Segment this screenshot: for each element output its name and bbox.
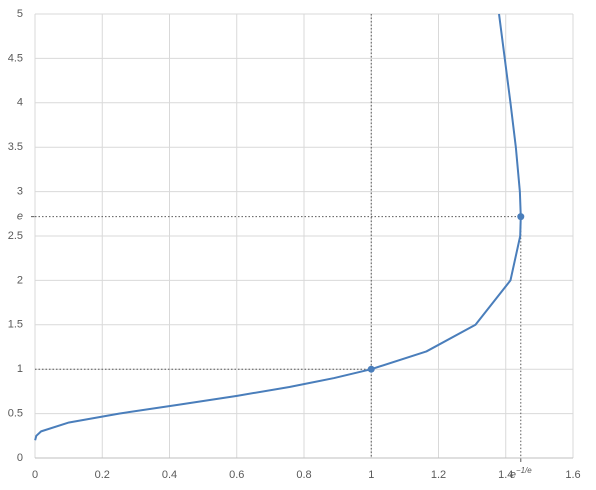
x-tick-label-sup: −1/e xyxy=(516,466,532,475)
y-tick-label: 0 xyxy=(17,452,23,464)
y-tick-label: 0.5 xyxy=(8,408,23,420)
y-tick-label: 1 xyxy=(17,363,23,375)
x-tick-label: 0.6 xyxy=(229,469,244,481)
x-tick-label-base: e xyxy=(510,469,516,481)
x-tick-label: 1.2 xyxy=(431,469,446,481)
y-tick-label: 5 xyxy=(17,8,23,20)
y-tick-label: 2 xyxy=(17,274,23,286)
y-tick-label: 3 xyxy=(17,186,23,198)
y-tick-label: 3.5 xyxy=(8,141,23,153)
y-tick-label: 1.5 xyxy=(8,319,23,331)
x-tick-label: 0 xyxy=(32,469,38,481)
series-line xyxy=(34,13,522,441)
x-tick-label: 0.2 xyxy=(95,469,110,481)
y-tick-label: 4 xyxy=(17,97,23,109)
point-marker xyxy=(517,213,525,221)
x-tick-label: 0.8 xyxy=(296,469,311,481)
x-tick-label: 0.4 xyxy=(162,469,177,481)
y-tick-label: e xyxy=(17,211,23,223)
x-tick-label: 1.4 xyxy=(498,469,513,481)
y-tick-label: 2.5 xyxy=(8,230,23,242)
y-tick-label: 4.5 xyxy=(8,52,23,64)
x-tick-label: 1 xyxy=(368,469,374,481)
x-tick-label: e−1/e xyxy=(510,466,532,481)
point-marker xyxy=(367,365,375,373)
x-tick-label: 1.6 xyxy=(565,469,580,481)
